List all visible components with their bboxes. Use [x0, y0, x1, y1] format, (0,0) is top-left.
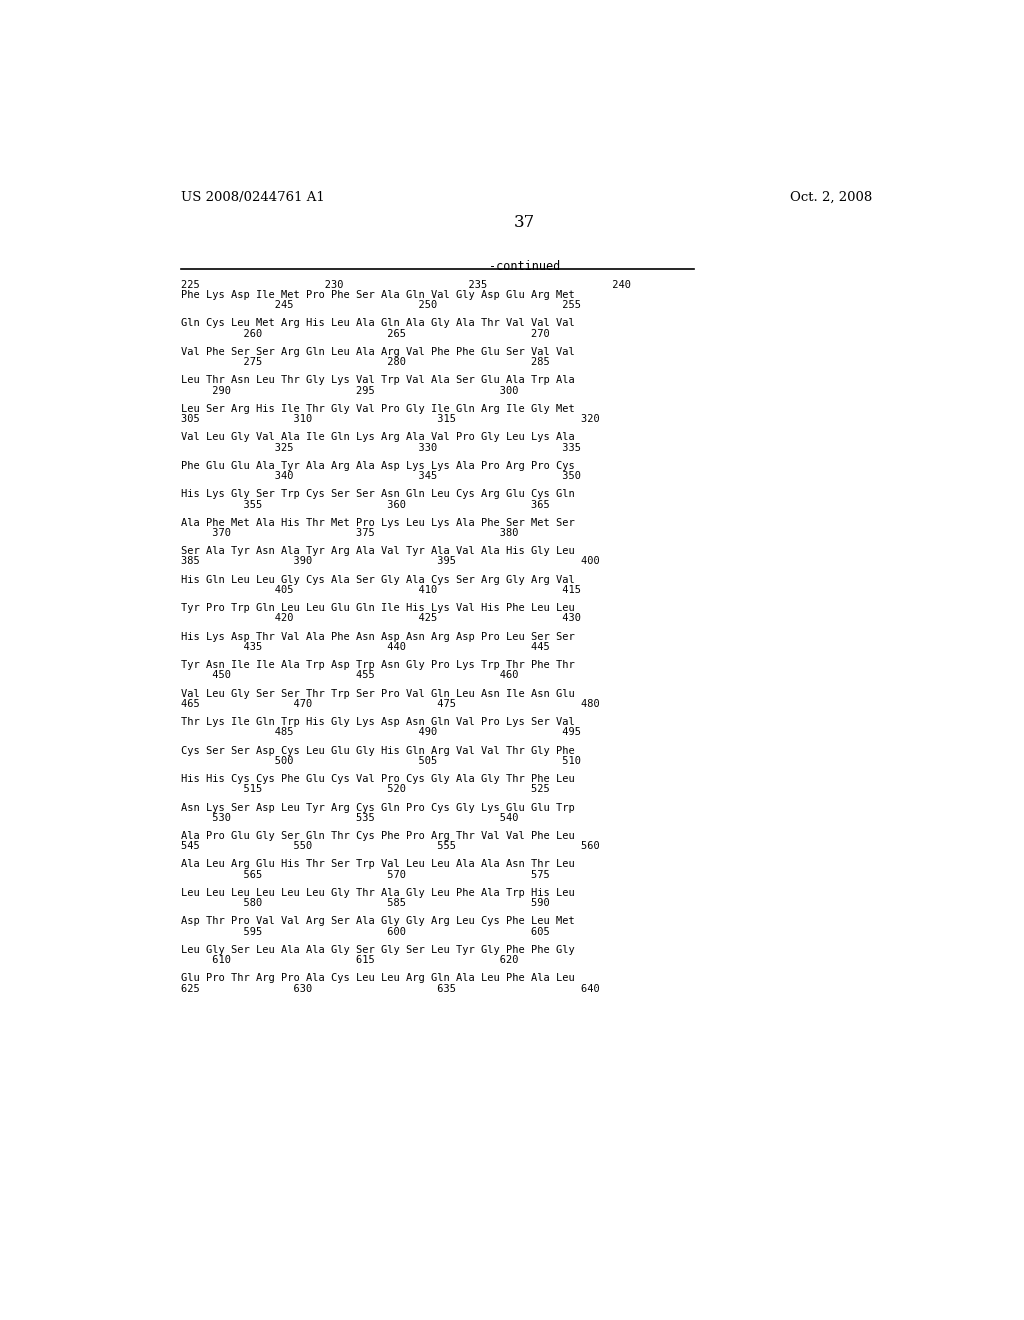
Text: His Gln Leu Leu Gly Cys Ala Ser Gly Ala Cys Ser Arg Gly Arg Val: His Gln Leu Leu Gly Cys Ala Ser Gly Ala … — [180, 574, 574, 585]
Text: 355                    360                    365: 355 360 365 — [180, 499, 550, 510]
Text: 565                    570                    575: 565 570 575 — [180, 870, 550, 880]
Text: Asn Lys Ser Asp Leu Tyr Arg Cys Gln Pro Cys Gly Lys Glu Glu Trp: Asn Lys Ser Asp Leu Tyr Arg Cys Gln Pro … — [180, 803, 574, 813]
Text: Val Leu Gly Val Ala Ile Gln Lys Arg Ala Val Pro Gly Leu Lys Ala: Val Leu Gly Val Ala Ile Gln Lys Arg Ala … — [180, 432, 574, 442]
Text: 610                    615                    620: 610 615 620 — [180, 956, 518, 965]
Text: 465               470                    475                    480: 465 470 475 480 — [180, 700, 599, 709]
Text: 290                    295                    300: 290 295 300 — [180, 385, 518, 396]
Text: 530                    535                    540: 530 535 540 — [180, 813, 518, 822]
Text: 515                    520                    525: 515 520 525 — [180, 784, 550, 795]
Text: 595                    600                    605: 595 600 605 — [180, 927, 550, 937]
Text: Oct. 2, 2008: Oct. 2, 2008 — [790, 191, 872, 203]
Text: Asp Thr Pro Val Val Arg Ser Ala Gly Gly Arg Leu Cys Phe Leu Met: Asp Thr Pro Val Val Arg Ser Ala Gly Gly … — [180, 916, 574, 927]
Text: Thr Lys Ile Gln Trp His Gly Lys Asp Asn Gln Val Pro Lys Ser Val: Thr Lys Ile Gln Trp His Gly Lys Asp Asn … — [180, 717, 574, 727]
Text: Glu Pro Thr Arg Pro Ala Cys Leu Leu Arg Gln Ala Leu Phe Ala Leu: Glu Pro Thr Arg Pro Ala Cys Leu Leu Arg … — [180, 973, 574, 983]
Text: 500                    505                    510: 500 505 510 — [180, 756, 581, 766]
Text: Ser Ala Tyr Asn Ala Tyr Arg Ala Val Tyr Ala Val Ala His Gly Leu: Ser Ala Tyr Asn Ala Tyr Arg Ala Val Tyr … — [180, 546, 574, 556]
Text: His His Cys Cys Phe Glu Cys Val Pro Cys Gly Ala Gly Thr Phe Leu: His His Cys Cys Phe Glu Cys Val Pro Cys … — [180, 774, 574, 784]
Text: Ala Phe Met Ala His Thr Met Pro Lys Leu Lys Ala Phe Ser Met Ser: Ala Phe Met Ala His Thr Met Pro Lys Leu … — [180, 517, 574, 528]
Text: Val Leu Gly Ser Ser Thr Trp Ser Pro Val Gln Leu Asn Ile Asn Glu: Val Leu Gly Ser Ser Thr Trp Ser Pro Val … — [180, 689, 574, 698]
Text: Phe Lys Asp Ile Met Pro Phe Ser Ala Gln Val Gly Asp Glu Arg Met: Phe Lys Asp Ile Met Pro Phe Ser Ala Gln … — [180, 289, 574, 300]
Text: 435                    440                    445: 435 440 445 — [180, 642, 550, 652]
Text: 420                    425                    430: 420 425 430 — [180, 614, 581, 623]
Text: Val Phe Ser Ser Arg Gln Leu Ala Arg Val Phe Phe Glu Ser Val Val: Val Phe Ser Ser Arg Gln Leu Ala Arg Val … — [180, 347, 574, 356]
Text: 450                    455                    460: 450 455 460 — [180, 671, 518, 680]
Text: His Lys Asp Thr Val Ala Phe Asn Asp Asn Arg Asp Pro Leu Ser Ser: His Lys Asp Thr Val Ala Phe Asn Asp Asn … — [180, 631, 574, 642]
Text: Leu Gly Ser Leu Ala Ala Gly Ser Gly Ser Leu Tyr Gly Phe Phe Gly: Leu Gly Ser Leu Ala Ala Gly Ser Gly Ser … — [180, 945, 574, 954]
Text: 260                    265                    270: 260 265 270 — [180, 329, 550, 338]
Text: Leu Thr Asn Leu Thr Gly Lys Val Trp Val Ala Ser Glu Ala Trp Ala: Leu Thr Asn Leu Thr Gly Lys Val Trp Val … — [180, 375, 574, 385]
Text: 405                    410                    415: 405 410 415 — [180, 585, 581, 595]
Text: 485                    490                    495: 485 490 495 — [180, 727, 581, 738]
Text: Leu Leu Leu Leu Leu Leu Gly Thr Ala Gly Leu Phe Ala Trp His Leu: Leu Leu Leu Leu Leu Leu Gly Thr Ala Gly … — [180, 888, 574, 898]
Text: 625               630                    635                    640: 625 630 635 640 — [180, 983, 599, 994]
Text: 370                    375                    380: 370 375 380 — [180, 528, 518, 539]
Text: 385               390                    395                    400: 385 390 395 400 — [180, 557, 599, 566]
Text: Gln Cys Leu Met Arg His Leu Ala Gln Ala Gly Ala Thr Val Val Val: Gln Cys Leu Met Arg His Leu Ala Gln Ala … — [180, 318, 574, 329]
Text: 245                    250                    255: 245 250 255 — [180, 300, 581, 310]
Text: 305               310                    315                    320: 305 310 315 320 — [180, 414, 599, 424]
Text: 545               550                    555                    560: 545 550 555 560 — [180, 841, 599, 851]
Text: -continued: -continued — [489, 260, 560, 273]
Text: Tyr Pro Trp Gln Leu Leu Glu Gln Ile His Lys Val His Phe Leu Leu: Tyr Pro Trp Gln Leu Leu Glu Gln Ile His … — [180, 603, 574, 612]
Text: Tyr Asn Ile Ile Ala Trp Asp Trp Asn Gly Pro Lys Trp Thr Phe Thr: Tyr Asn Ile Ile Ala Trp Asp Trp Asn Gly … — [180, 660, 574, 671]
Text: His Lys Gly Ser Trp Cys Ser Ser Asn Gln Leu Cys Arg Glu Cys Gln: His Lys Gly Ser Trp Cys Ser Ser Asn Gln … — [180, 490, 574, 499]
Text: Leu Ser Arg His Ile Thr Gly Val Pro Gly Ile Gln Arg Ile Gly Met: Leu Ser Arg His Ile Thr Gly Val Pro Gly … — [180, 404, 574, 413]
Text: 325                    330                    335: 325 330 335 — [180, 442, 581, 453]
Text: Phe Glu Glu Ala Tyr Ala Arg Ala Asp Lys Lys Ala Pro Arg Pro Cys: Phe Glu Glu Ala Tyr Ala Arg Ala Asp Lys … — [180, 461, 574, 471]
Text: US 2008/0244761 A1: US 2008/0244761 A1 — [180, 191, 325, 203]
Text: Ala Leu Arg Glu His Thr Ser Trp Val Leu Leu Ala Ala Asn Thr Leu: Ala Leu Arg Glu His Thr Ser Trp Val Leu … — [180, 859, 574, 870]
Text: 225                    230                    235                    240: 225 230 235 240 — [180, 280, 631, 290]
Text: 275                    280                    285: 275 280 285 — [180, 358, 550, 367]
Text: 580                    585                    590: 580 585 590 — [180, 899, 550, 908]
Text: 37: 37 — [514, 214, 536, 231]
Text: Cys Ser Ser Asp Cys Leu Glu Gly His Gln Arg Val Val Thr Gly Phe: Cys Ser Ser Asp Cys Leu Glu Gly His Gln … — [180, 746, 574, 755]
Text: 340                    345                    350: 340 345 350 — [180, 471, 581, 480]
Text: Ala Pro Glu Gly Ser Gln Thr Cys Phe Pro Arg Thr Val Val Phe Leu: Ala Pro Glu Gly Ser Gln Thr Cys Phe Pro … — [180, 832, 574, 841]
